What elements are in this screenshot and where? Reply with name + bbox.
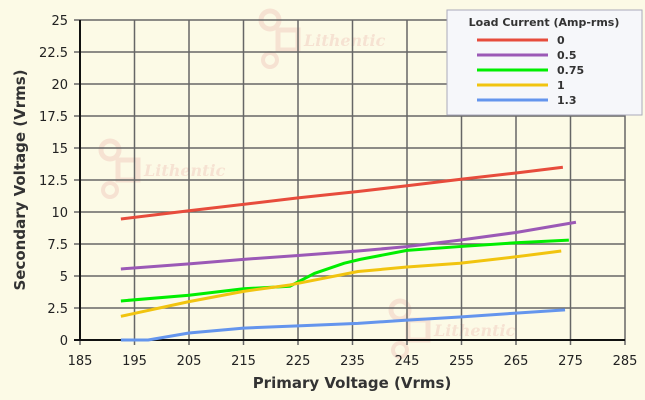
series-line-1 [120, 249, 562, 318]
legend-entry: 1 [557, 79, 565, 92]
y-tick-label: 0 [60, 334, 68, 349]
legend-entry: 1.3 [557, 94, 577, 107]
x-axis-label: Primary Voltage (Vrms) [253, 374, 452, 392]
series-line-1.3 [120, 308, 566, 342]
y-tick-label: 7.5 [47, 238, 68, 253]
x-tick-label: 225 [286, 354, 311, 369]
y-tick-label: 10 [51, 206, 68, 221]
y-tick-label: 25 [51, 14, 68, 29]
series-line-0.5 [120, 220, 577, 271]
x-tick-label: 285 [613, 354, 638, 369]
legend-entry: 0.5 [557, 49, 577, 62]
series-line-0 [120, 165, 564, 221]
x-tick-label: 275 [558, 354, 583, 369]
watermark-logo: Lithentic [388, 298, 516, 359]
watermark-text: Lithentic [143, 161, 226, 180]
watermark-text: Lithentic [433, 321, 516, 340]
y-axis-label: Secondary Voltage (Vrms) [11, 69, 29, 290]
legend: Load Current (Amp-rms) 0 0.5 0.75 1 1.3 [446, 9, 643, 116]
y-tick-label: 12.5 [39, 174, 68, 189]
x-tick-label: 185 [68, 354, 93, 369]
legend-title: Load Current (Amp-rms) [469, 16, 620, 29]
legend-entry: 0 [557, 34, 565, 47]
legend-entry: 0.75 [557, 64, 584, 77]
watermark-logo: Lithentic [258, 8, 386, 69]
x-tick-label: 205 [177, 354, 202, 369]
x-tick-label: 255 [449, 354, 474, 369]
legend-box [446, 9, 643, 116]
watermark-logo: Lithentic [98, 138, 226, 199]
watermark-text: Lithentic [303, 31, 386, 50]
y-tick-label: 20 [51, 78, 68, 93]
y-tick-label: 22.5 [39, 46, 68, 61]
x-tick-label: 195 [122, 354, 147, 369]
x-tick-label: 235 [340, 354, 365, 369]
series-lines [120, 165, 577, 342]
axes: 185 195 205 215 225 235 245 255 265 275 285 0 2.5 5 7.… [39, 14, 637, 369]
x-tick-label: 215 [231, 354, 256, 369]
y-tick-label: 17.5 [39, 110, 68, 125]
x-tick-label: 245 [395, 354, 420, 369]
y-tick-label: 5 [60, 270, 68, 285]
series-line-0.75 [120, 238, 569, 303]
y-tick-label: 2.5 [47, 302, 68, 317]
y-tick-label: 15 [51, 142, 68, 157]
x-tick-label: 265 [504, 354, 529, 369]
